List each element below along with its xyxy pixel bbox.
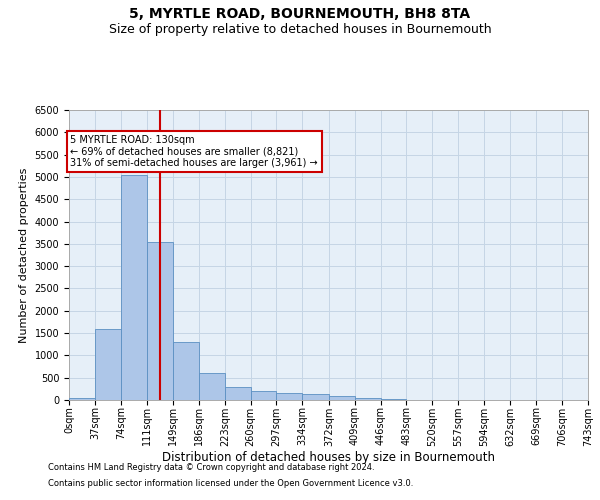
X-axis label: Distribution of detached houses by size in Bournemouth: Distribution of detached houses by size …	[162, 452, 495, 464]
Text: 5 MYRTLE ROAD: 130sqm
← 69% of detached houses are smaller (8,821)
31% of semi-d: 5 MYRTLE ROAD: 130sqm ← 69% of detached …	[70, 134, 318, 168]
Text: 5, MYRTLE ROAD, BOURNEMOUTH, BH8 8TA: 5, MYRTLE ROAD, BOURNEMOUTH, BH8 8TA	[130, 8, 470, 22]
Bar	[302, 394, 329, 400]
Bar	[277, 392, 302, 400]
Bar	[69, 398, 95, 400]
Y-axis label: Number of detached properties: Number of detached properties	[19, 168, 29, 342]
Text: Contains public sector information licensed under the Open Government Licence v3: Contains public sector information licen…	[48, 478, 413, 488]
Text: Size of property relative to detached houses in Bournemouth: Size of property relative to detached ho…	[109, 22, 491, 36]
Bar	[199, 373, 225, 400]
Bar	[251, 391, 277, 400]
Bar	[329, 396, 355, 400]
Bar	[355, 398, 380, 400]
Bar	[380, 399, 406, 400]
Bar	[225, 387, 251, 400]
Bar	[173, 342, 199, 400]
Text: Contains HM Land Registry data © Crown copyright and database right 2024.: Contains HM Land Registry data © Crown c…	[48, 464, 374, 472]
Bar	[121, 174, 146, 400]
Bar	[95, 328, 121, 400]
Bar	[146, 242, 173, 400]
